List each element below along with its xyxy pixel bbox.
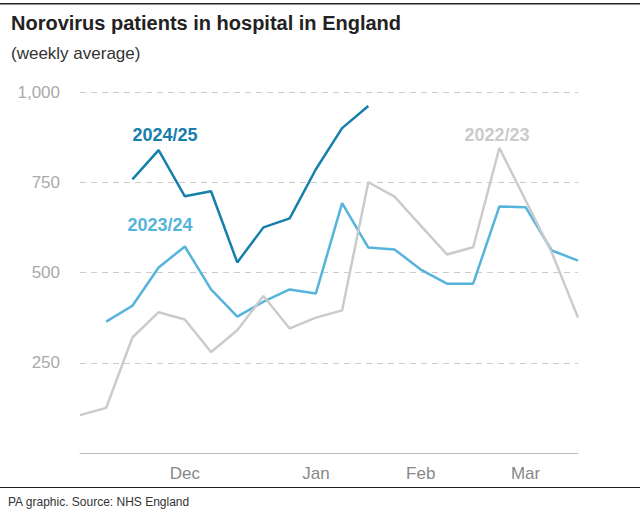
svg-text:2024/25: 2024/25 xyxy=(132,125,197,145)
svg-text:2022/23: 2022/23 xyxy=(464,125,529,145)
svg-text:Jan: Jan xyxy=(302,464,329,483)
svg-text:2023/24: 2023/24 xyxy=(127,215,192,235)
svg-text:250: 250 xyxy=(32,353,60,372)
svg-text:Norovirus patients in hospital: Norovirus patients in hospital in Englan… xyxy=(11,12,401,34)
svg-text:Feb: Feb xyxy=(406,464,435,483)
svg-text:1,000: 1,000 xyxy=(17,83,60,102)
svg-text:500: 500 xyxy=(32,263,60,282)
svg-text:Mar: Mar xyxy=(511,464,541,483)
svg-text:750: 750 xyxy=(32,173,60,192)
svg-text:(weekly average): (weekly average) xyxy=(11,44,140,63)
svg-text:PA graphic. Source: NHS Englan: PA graphic. Source: NHS England xyxy=(8,495,189,509)
svg-text:Dec: Dec xyxy=(170,464,201,483)
